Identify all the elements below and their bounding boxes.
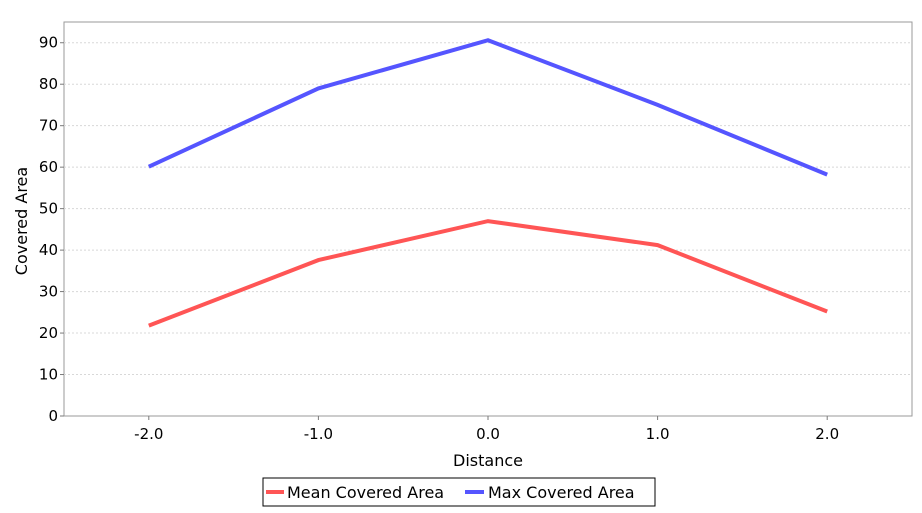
y-tick-label: 60 [39, 158, 58, 176]
series-lines [147, 38, 828, 328]
grid-lines [64, 42, 912, 376]
y-tick-label: 10 [39, 366, 58, 384]
y-tick-label: 20 [39, 324, 58, 342]
x-axis-ticks: -2.0 -1.0 0.0 1.0 2.0 [134, 416, 839, 443]
plot-area [63, 21, 913, 417]
y-tick-label: 40 [39, 241, 58, 259]
series-line-max-covered-area [147, 38, 828, 177]
series-line-mean-covered-area [148, 219, 828, 328]
legend: Mean Covered Area Max Covered Area [262, 477, 656, 507]
x-axis-label: Distance [453, 451, 523, 470]
y-axis-label: Covered Area [12, 167, 31, 275]
y-tick-label: 30 [39, 283, 58, 301]
legend-box [262, 477, 656, 507]
x-tick-label: 2.0 [815, 425, 839, 443]
legend-label-max: Max Covered Area [488, 483, 635, 502]
y-tick-label: 50 [39, 200, 58, 218]
y-tick-label: 90 [39, 34, 58, 52]
x-tick-label: 0.0 [476, 425, 500, 443]
legend-label-mean: Mean Covered Area [287, 483, 444, 502]
x-tick-label: 1.0 [646, 425, 670, 443]
y-axis-ticks: 0 10 20 30 40 50 60 70 80 90 [39, 34, 64, 425]
y-tick-label: 70 [39, 117, 58, 135]
x-tick-label: -1.0 [304, 425, 333, 443]
y-tick-label: 80 [39, 75, 58, 93]
y-tick-label: 0 [48, 407, 58, 425]
x-tick-label: -2.0 [134, 425, 163, 443]
